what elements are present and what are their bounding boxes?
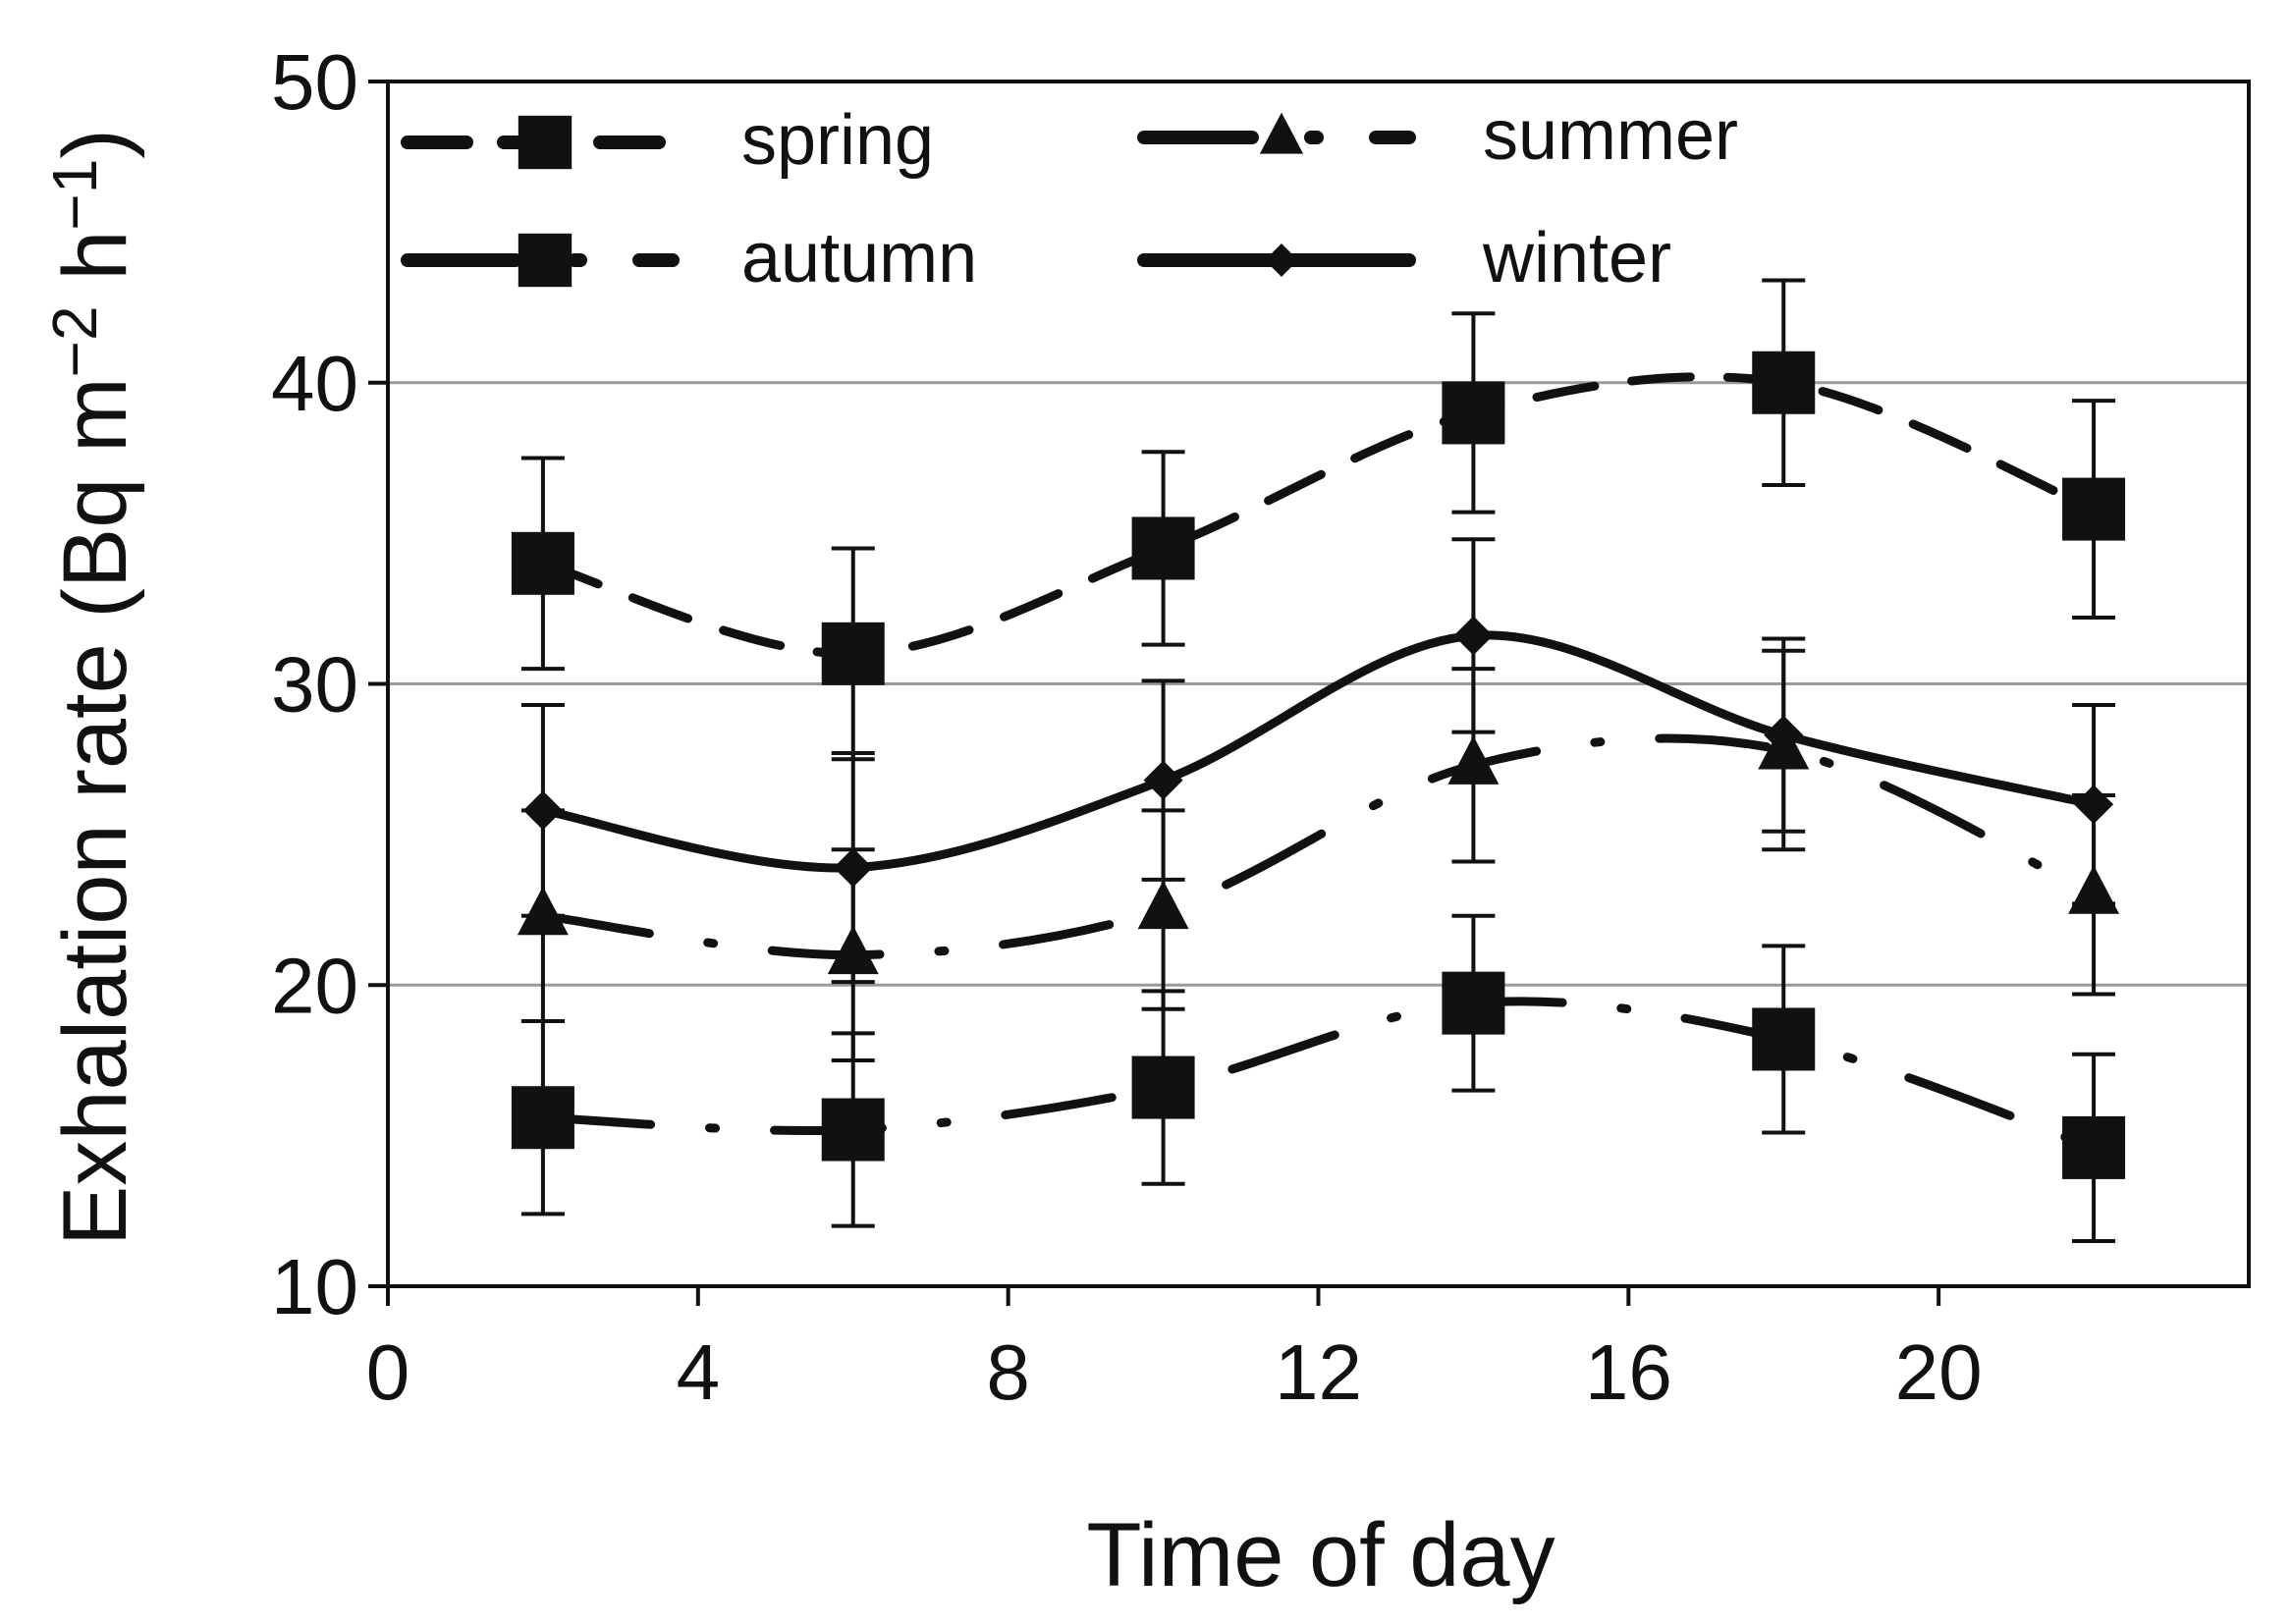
- y-tick-label-30: 30: [271, 641, 358, 729]
- x-tick-label-12: 12: [1275, 1328, 1362, 1416]
- y-axis-title: Exhalation rate (Bq m−2 h−1): [39, 129, 145, 1246]
- y-axis-title-main: Exhalation rate (Bq m: [45, 377, 145, 1246]
- marker-winter-2: [522, 790, 563, 831]
- marker-autumn-2: [511, 1086, 574, 1150]
- axis-layer: 10 20 30 40 50 0 4 8 12 16 20: [271, 38, 1983, 1416]
- series-spring: [511, 278, 2126, 762]
- y-axis-title-sup2: −1: [39, 159, 110, 231]
- marker-spring-2: [511, 531, 574, 595]
- legend-item-summer: summer: [1137, 96, 1738, 175]
- legend-label-autumn: autumn: [741, 219, 977, 298]
- marker-winter-22: [2074, 785, 2114, 825]
- series-line-summer: [538, 733, 2099, 960]
- marker-summer-10: [1137, 880, 1189, 930]
- series-summer: [517, 648, 2120, 1062]
- y-tick-label-40: 40: [271, 340, 358, 427]
- series-line-spring: [538, 372, 2099, 659]
- series-line-winter: [538, 630, 2099, 873]
- marker-summer-14: [1447, 735, 1500, 785]
- x-tick-label-8: 8: [986, 1328, 1030, 1416]
- marker-spring-22: [2062, 477, 2126, 541]
- marker-autumn-14: [1442, 971, 1505, 1035]
- legend-marker-spring: [518, 115, 573, 170]
- marker-winter-14: [1453, 616, 1494, 656]
- marker-autumn-10: [1131, 1056, 1195, 1119]
- marker-winter-10: [1143, 760, 1183, 800]
- grid-layer: [388, 381, 2249, 987]
- legend-item-autumn: autumn: [401, 219, 977, 298]
- marker-winter-6: [833, 847, 873, 888]
- y-axis-title-mid: h: [45, 231, 145, 306]
- x-tick-label-0: 0: [366, 1328, 410, 1416]
- legend-marker-winter: [1265, 244, 1298, 277]
- legend-layer: spring summer autumn winter: [401, 96, 1738, 298]
- legend-item-winter: winter: [1137, 219, 1671, 298]
- series-autumn: [511, 913, 2126, 1243]
- series-winter: [520, 537, 2116, 985]
- legend-item-spring: spring: [401, 101, 934, 180]
- y-tick-label-50: 50: [271, 38, 358, 126]
- legend-marker-autumn: [518, 233, 573, 288]
- x-tick-label-20: 20: [1895, 1328, 1983, 1416]
- legend-label-spring: spring: [741, 101, 934, 180]
- marker-spring-18: [1752, 351, 1816, 414]
- marker-winter-18: [1764, 715, 1804, 755]
- legend-label-summer: summer: [1483, 96, 1738, 175]
- marker-autumn-18: [1752, 1007, 1816, 1071]
- y-tick-label-20: 20: [271, 942, 358, 1029]
- series-line-autumn: [538, 997, 2099, 1153]
- marker-spring-10: [1131, 516, 1195, 580]
- x-tick-label-16: 16: [1585, 1328, 1672, 1416]
- legend-label-winter: winter: [1482, 219, 1671, 298]
- legend-marker-summer: [1259, 112, 1304, 154]
- x-tick-label-4: 4: [677, 1328, 721, 1416]
- y-tick-label-10: 10: [271, 1243, 358, 1330]
- marker-autumn-6: [821, 1098, 885, 1162]
- y-axis-title-end: ): [45, 129, 145, 159]
- x-axis-title: Time of day: [1086, 1505, 1555, 1605]
- y-axis-title-sup1: −2: [39, 305, 110, 377]
- marker-spring-6: [821, 622, 885, 685]
- marker-spring-14: [1442, 381, 1505, 445]
- series-layer: [511, 278, 2126, 1243]
- marker-autumn-22: [2062, 1115, 2126, 1179]
